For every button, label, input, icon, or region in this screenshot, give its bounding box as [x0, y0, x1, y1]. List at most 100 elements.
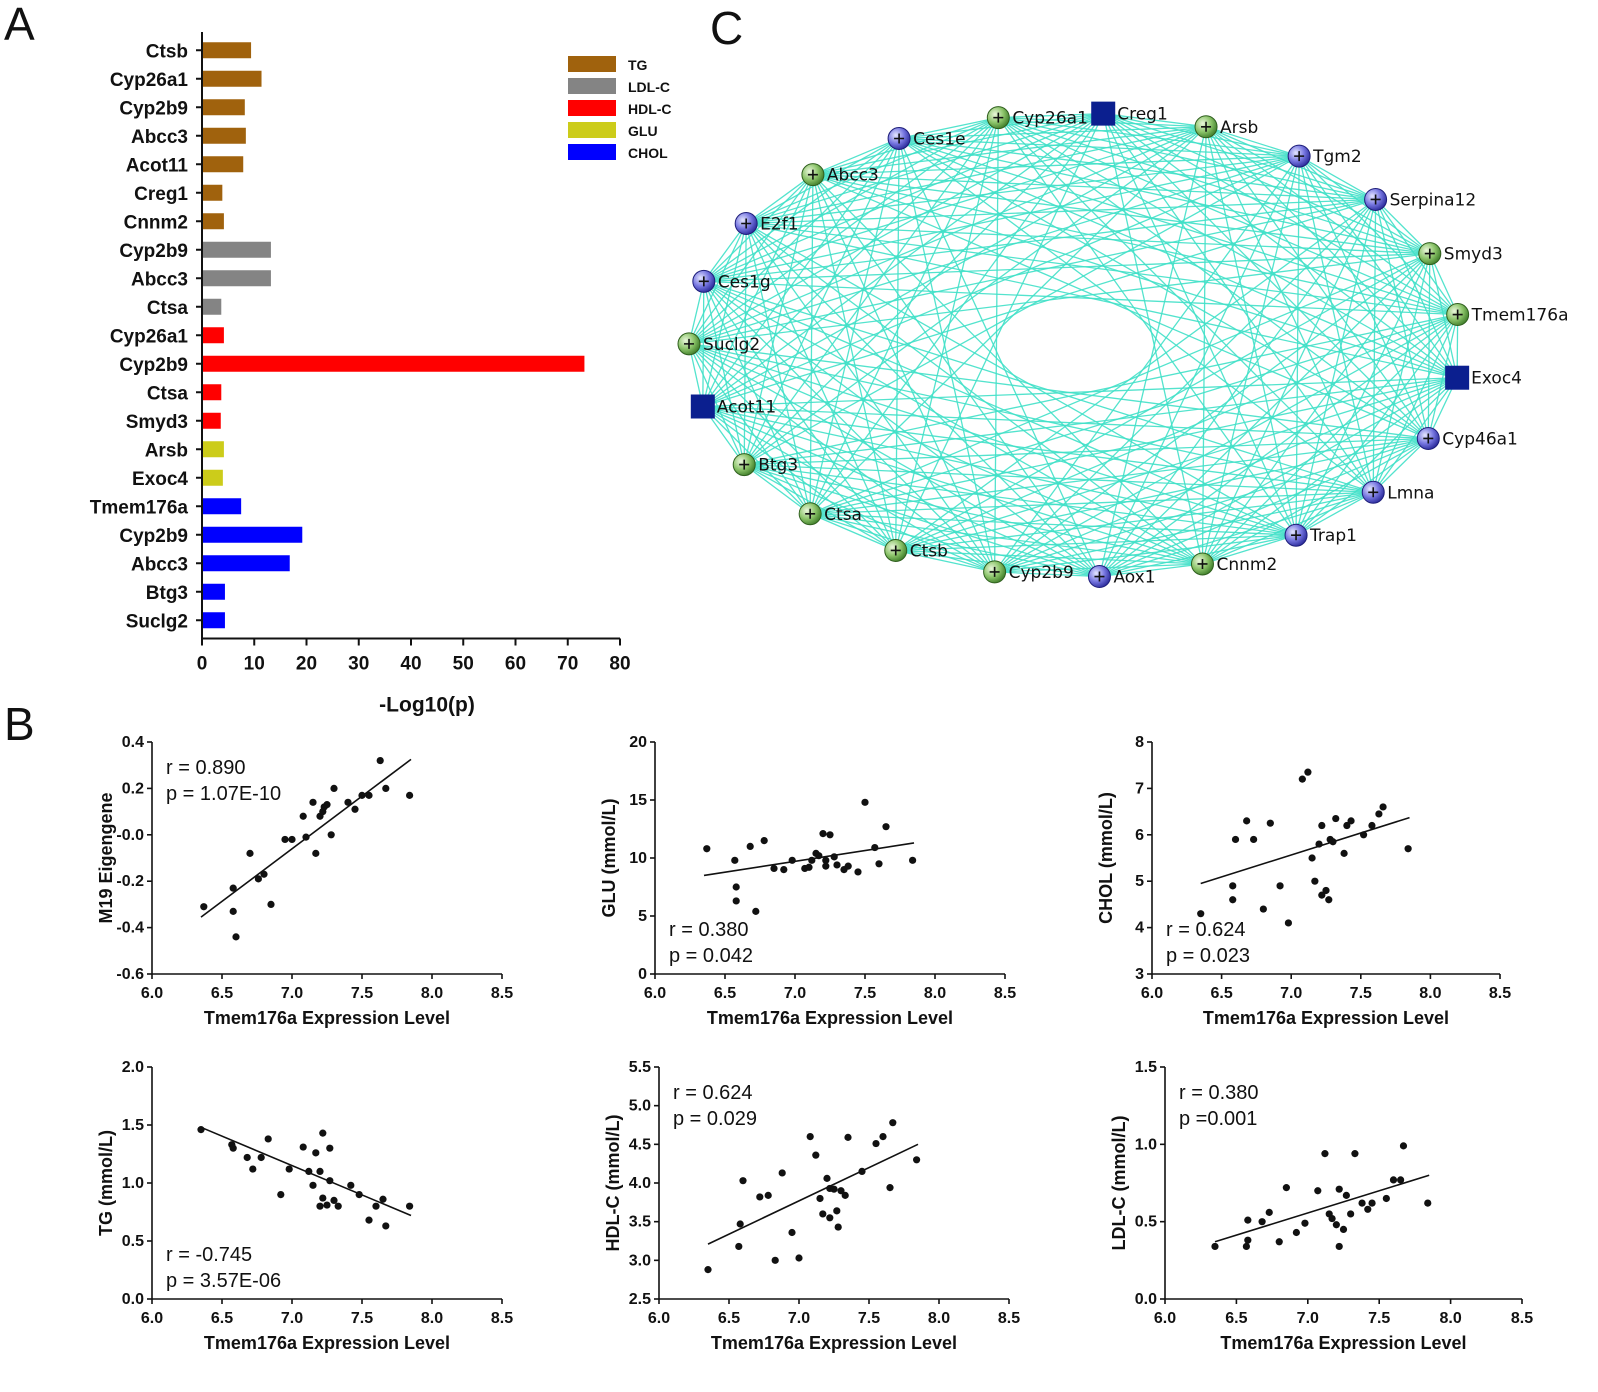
data-point [871, 843, 879, 852]
legend-label: LDL-C [628, 79, 670, 95]
y-tick-label: 0.2 [122, 780, 144, 797]
data-point [319, 1194, 327, 1202]
category-label: Ctsa [147, 383, 189, 404]
data-point [1382, 1194, 1390, 1203]
network-edge [743, 463, 995, 573]
data-point [312, 1149, 320, 1157]
x-tick-label: 7.0 [281, 985, 303, 1002]
network-edge [703, 126, 1207, 282]
x-tick-label: 7.5 [854, 985, 876, 1002]
p-value-label: p = 0.023 [1166, 945, 1250, 967]
network-edge [812, 174, 1430, 255]
data-point [805, 863, 813, 871]
bar [203, 498, 242, 515]
y-tick-label: 6 [1135, 827, 1144, 844]
r-value-label: r = 0.380 [669, 919, 749, 941]
plus-icon [1424, 248, 1435, 259]
y-tick-label: 10 [629, 850, 647, 867]
data-point [834, 1223, 842, 1231]
plus-icon [890, 545, 901, 556]
bar [203, 384, 222, 401]
x-tick-label: 0 [197, 654, 208, 675]
network-edge [688, 223, 747, 345]
x-tick-label: 8.0 [924, 985, 946, 1002]
data-point [760, 837, 768, 845]
x-axis-title: Tmem176a Expression Level [711, 1333, 957, 1353]
y-tick-label: 8 [1135, 734, 1144, 751]
data-point [312, 849, 320, 857]
network-edge [898, 138, 996, 573]
y-tick-label: 0 [638, 966, 647, 983]
network-edge [895, 138, 900, 551]
x-tick-label: 6.5 [1210, 985, 1232, 1002]
network-edge [994, 437, 1429, 573]
data-point [347, 1181, 355, 1189]
network-edge [702, 281, 705, 407]
y-tick-label: -0.4 [116, 920, 144, 937]
network-edge [1372, 314, 1459, 493]
network-edge [688, 343, 1100, 578]
network-edge [688, 343, 897, 551]
network-edge [812, 174, 1429, 440]
network-edge [702, 406, 811, 515]
x-tick-label: 6.0 [141, 1310, 163, 1327]
network-edge [812, 174, 1458, 379]
data-point [302, 833, 310, 841]
legend-swatch [568, 122, 616, 138]
gene-label: Smyd3 [1444, 245, 1503, 265]
data-point [1404, 845, 1412, 853]
data-point [752, 907, 760, 915]
x-axis-title: Tmem176a Expression Level [1203, 1008, 1449, 1028]
data-point [326, 1177, 334, 1185]
x-tick-label: 7.5 [351, 1310, 373, 1327]
data-point [823, 1174, 831, 1182]
network-edge [703, 137, 900, 282]
network-edge [743, 464, 897, 552]
y-tick-label: 2.0 [122, 1059, 144, 1076]
network-edge [1295, 199, 1377, 536]
network-edge [1298, 155, 1431, 255]
legend-swatch [568, 100, 616, 116]
gene-label: Tmem176a [1471, 306, 1569, 326]
bar [203, 441, 224, 458]
data-point [1424, 1199, 1432, 1207]
category-label: Cnnm2 [124, 212, 188, 233]
p-value-label: p = 0.029 [673, 1108, 757, 1130]
data-point [844, 1133, 852, 1141]
network-edge [702, 405, 1203, 565]
data-point [1328, 1214, 1336, 1223]
data-point [257, 1153, 265, 1162]
network-edge [1103, 112, 1207, 128]
data-point [819, 1210, 827, 1218]
data-point [1389, 1176, 1398, 1184]
data-point [229, 1144, 237, 1152]
y-tick-label: 3 [1135, 966, 1144, 983]
data-point [788, 1228, 796, 1237]
bar [203, 298, 222, 315]
network-edge [994, 377, 1458, 573]
data-point [232, 933, 240, 941]
legend-label: GLU [628, 123, 658, 139]
x-axis-title: Tmem176a Expression Level [1220, 1333, 1466, 1353]
network-edge [1295, 377, 1458, 536]
network-edge [746, 222, 1430, 255]
data-point [1282, 1184, 1290, 1192]
category-label: Smyd3 [126, 412, 188, 433]
plus-icon [1423, 433, 1434, 444]
scatter-plot-ldl: 0.0 0.5 1.0 1.5 6.0 6.5 7.0 7.5 8.0 8.5 Tmem176a E… [1109, 1059, 1533, 1353]
data-point [382, 1222, 390, 1230]
data-point [1275, 1238, 1283, 1246]
network-edge [810, 491, 1374, 515]
network-edge [994, 199, 1377, 573]
data-point [780, 866, 788, 874]
data-point [249, 1165, 257, 1173]
x-tick-label: 8.5 [491, 1310, 513, 1327]
x-tick-label: 8.5 [491, 985, 513, 1002]
network-edge [702, 138, 900, 407]
data-point [833, 861, 841, 869]
network-edge [745, 223, 811, 514]
data-point [1332, 1221, 1340, 1229]
plus-icon [1201, 121, 1212, 132]
x-tick-label: 8.0 [1419, 985, 1441, 1002]
network-edge [895, 253, 1431, 552]
